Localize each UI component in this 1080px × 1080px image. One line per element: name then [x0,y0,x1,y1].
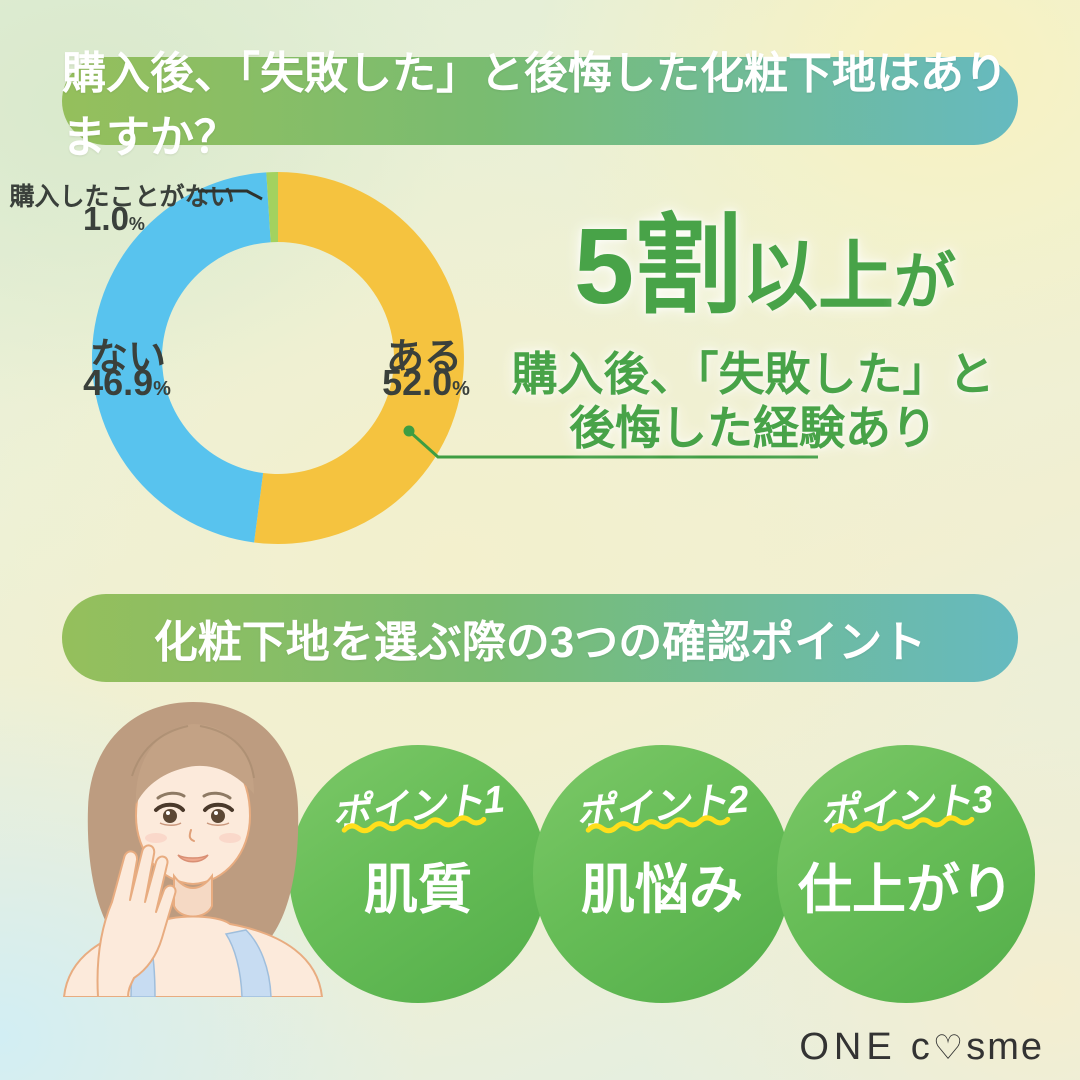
slice-value-nai: 46.9% [83,362,171,403]
headline-part2: 以上 [742,235,895,320]
woman-illustration [62,702,324,997]
eye-left [163,809,177,823]
slice-label-aru: ある [385,337,463,379]
neck [173,873,213,918]
eyebrow-left [156,791,186,800]
nose [188,829,195,842]
donut-slice-購入したことがない [266,172,278,243]
tank-strap-right [224,929,272,997]
headline: 5割以上が [574,212,956,325]
section-banner-text: 化粧下地を選ぶ際の3つの確認ポイント [153,618,927,667]
slice-value-never: 1.0% [83,200,145,237]
brand-logo: ONE c ♡ sme [799,1026,1044,1069]
headline-line3: 後悔した経験あり [569,402,937,454]
hair-strand [131,725,189,777]
question-banner: 購入後、「失敗した」と後悔した化粧下地はありますか？ [62,49,1018,162]
question-banner-text: 購入後、「失敗した」と後悔した化粧下地はありますか？ [62,49,1008,162]
blush-right [219,833,241,843]
blush-left [145,833,167,843]
logo-sme: sme [966,1026,1044,1068]
mouth [177,854,209,863]
point-circle-2: ポイント2 肌悩み [533,745,791,1003]
point-3-title: 仕上がり [798,860,1014,920]
slice-value-aru: 52.0% [382,362,470,403]
eyelash-right [203,802,234,812]
donut-slice-ない [91,172,271,543]
heart-icon: ♡ [932,1029,966,1067]
point-2-title: 肌悩み [581,860,743,920]
hair-bangs [135,724,254,804]
squiggle-underline-icon [585,815,731,834]
hair-strand [199,725,255,779]
headline-part1: 5割 [573,205,743,326]
headline-part3: が [894,248,957,317]
squiggle-underline-icon [341,815,487,834]
eye-highlight-right [214,811,218,815]
raised-hand [96,844,177,997]
eyebrow-right [202,791,232,800]
point-circle-1: ポイント1 肌質 [289,745,547,1003]
headline-line2: 購入後、「失敗した」と [511,348,995,400]
logo-one: ONE [799,1026,897,1068]
eye-highlight-left [166,811,170,815]
lower-lid-right [206,822,230,826]
logo-c: c [910,1026,932,1068]
slice-label-nai: ない [89,337,167,379]
slice-label-never: 購入したことがない [9,183,235,211]
lower-lid-left [159,822,182,826]
point-circle-3: ポイント3 仕上がり [777,745,1035,1003]
eye-right [211,809,225,823]
point-1-title: 肌質 [364,860,472,920]
section-banner: 化粧下地を選ぶ際の3つの確認ポイント [62,594,1018,682]
squiggle-underline-icon [829,815,975,834]
eyelash-left [154,802,185,812]
